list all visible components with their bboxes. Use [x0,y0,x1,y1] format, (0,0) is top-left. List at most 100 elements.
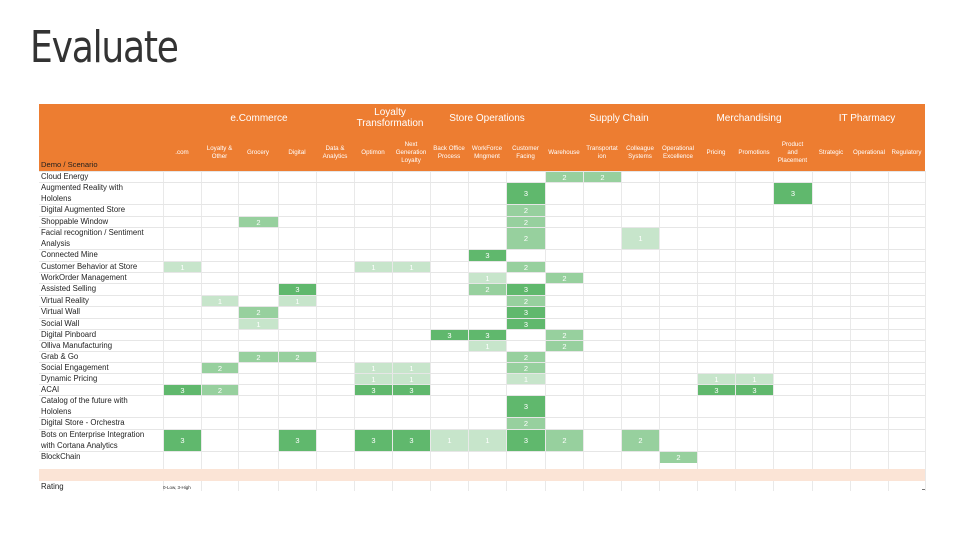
header-band [39,104,925,171]
grid-hline [39,340,925,341]
grid-hline [39,306,925,307]
grid-hline [39,204,925,205]
rating-cell: 2 [507,217,545,227]
rating-cell: 2 [279,352,316,362]
rating-cell: 3 [393,385,430,395]
scenario-label: Customer Behavior at Store [41,262,138,271]
rating-cell: 3 [279,430,316,451]
rating-cell: 2 [507,418,545,429]
group-header-4: Supply Chain [589,113,649,124]
scenario-row: Virtual Wall 2 3 [39,306,925,318]
grid-hline [39,182,925,183]
grid-hline [39,329,925,330]
scenario-row: Assisted Selling 3 2 3 [39,283,925,295]
scenario-row: Social Wall 1 3 [39,318,925,329]
rating-cell: 2 [239,217,278,227]
slide-title: Evaluate [30,22,179,73]
column-header-16: Promotions [738,149,770,156]
column-header-11: Warehouse [548,149,580,156]
rating-cell: 1 [469,273,506,283]
scenario-label: Catalog of the future with Hololens [41,396,128,417]
scenario-label: Cloud Energy [41,172,89,181]
rating-cell: 3 [164,385,201,395]
rating-cell: 1 [736,374,773,384]
rating-cell: 1 [469,430,506,451]
scenario-label: Olliva Manufacturing [41,341,113,350]
grid-vline [583,171,584,491]
slide-marker [922,489,925,490]
rating-cell: 3 [507,284,545,295]
column-header-12: Transportat ion [586,145,618,160]
grid-hline [39,362,925,363]
rating-cell: 1 [507,374,545,384]
rating-cell: 2 [546,341,583,351]
grid-vline [735,171,736,491]
grid-hline [39,417,925,418]
scenario-label: Dynamic Pricing [41,374,98,383]
rating-cell: 2 [507,262,545,272]
rating-cell: 2 [546,273,583,283]
rating-cell: 1 [164,262,201,272]
rating-cell: 2 [239,307,278,318]
rating-cell: 2 [546,330,583,340]
grid-hline [39,283,925,284]
rating-cell: 2 [469,284,506,295]
grid-vline [850,171,851,491]
grid-vline [621,171,622,491]
column-header-10: Customer Facing [512,145,539,160]
scenario-label: WorkOrder Management [41,273,127,282]
rating-cell: 3 [469,250,506,261]
scenario-label: Augmented Reality with Hololens [41,183,123,204]
grid-hline [39,216,925,217]
rating-cell: 2 [546,172,583,182]
scenario-label: Assisted Selling [41,284,97,293]
rating-cell: 3 [507,430,545,451]
scenario-row: Digital Store - Orchestra 2 [39,417,925,429]
rating-cell: 3 [393,430,430,451]
scenario-row: Customer Behavior at Store 1 1 1 2 [39,261,925,272]
scenario-label: Shoppable Window [41,217,109,226]
rating-legend: 0-Low, 3-High [163,485,191,490]
scenario-row: Catalog of the future with Hololens 3 [39,395,925,417]
column-header-3: Grocery [246,149,270,156]
column-header-7: Next Generation Loyalty [395,141,427,164]
grid-vline [545,171,546,491]
scenario-label: Facial recognition / Sentiment Analysis [41,228,144,249]
column-header-8: Back Office Process [433,145,465,160]
scenario-row: ACAI 3 2 3 3 3 3 [39,384,925,395]
footer-band [39,469,925,481]
rating-cell: 1 [202,296,238,306]
scenario-row: Bots on Enterprise Integration with Cort… [39,429,925,451]
scenario-label: Connected Mine [41,250,98,259]
rating-cell: 3 [698,385,735,395]
evaluation-matrix: e.Commerce Loyalty Transformation Store Op… [39,104,926,491]
scenario-row: Cloud Energy 2 2 [39,171,925,182]
grid-vline [925,171,926,491]
scenario-row: Virtual Reality 1 1 2 [39,295,925,306]
rating-cell: 2 [546,430,583,451]
grid-vline [468,171,469,491]
column-header-5: Data & Analytics [322,145,348,160]
column-header-4: Digital [288,149,306,156]
grid-vline [697,171,698,491]
rating-cell: 2 [584,172,621,182]
rating-label: Rating [41,482,64,491]
grid-vline [812,171,813,491]
grid-hline [39,351,925,352]
grid-vline [430,171,431,491]
scenario-label: Digital Pinboard [41,330,97,339]
rating-cell: 3 [507,307,545,318]
grid-vline [201,171,202,491]
rating-cell: 2 [507,296,545,306]
scenario-row: Grab & Go 2 2 2 [39,351,925,362]
scenario-label: Social Wall [41,319,80,328]
rating-cell: 3 [736,385,773,395]
rating-cell: 1 [239,319,278,329]
grid-hline [39,429,925,430]
rating-cell: 1 [355,262,392,272]
scenario-label: Digital Augmented Store [41,205,126,214]
grid-hline [39,227,925,228]
group-header-5: Merchandising [716,113,782,124]
scenario-label: BlockChain [41,452,81,461]
grid-hline [39,395,925,396]
